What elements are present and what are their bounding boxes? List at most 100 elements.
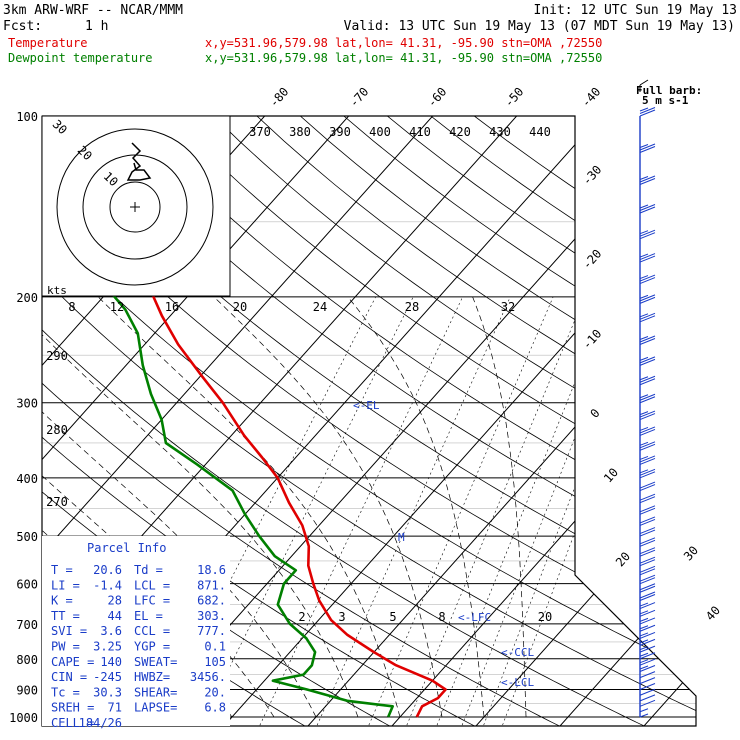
wind-barb — [639, 518, 656, 526]
wind-barb — [639, 602, 649, 607]
wind-barb — [639, 671, 656, 679]
wind-barb — [639, 609, 656, 617]
parcel-info-cell: YGP = — [134, 640, 170, 654]
wind-barb — [639, 646, 649, 651]
wind-barb — [639, 378, 656, 386]
moist-adiabat — [347, 296, 485, 718]
mixing-ratio-line — [481, 296, 648, 726]
isotherm-label: -10 — [580, 327, 605, 352]
mixing-ratio-label: 24 — [313, 300, 327, 314]
pressure-tick-label: 900 — [16, 683, 38, 697]
wind-barb — [639, 577, 656, 585]
wind-barb — [639, 336, 649, 340]
wind-barb — [639, 559, 656, 567]
parcel-info-cell: 3456. — [190, 670, 226, 684]
wind-barb — [639, 294, 649, 299]
wind-barb — [639, 610, 649, 615]
isotherm-label: 40 — [703, 603, 723, 623]
wind-barb — [639, 507, 656, 515]
el-marker: <-EL — [353, 399, 380, 412]
wind-barb — [639, 255, 656, 263]
wind-barb — [639, 585, 656, 593]
parcel-info-cell: 44 — [108, 609, 122, 623]
wind-barb — [639, 229, 656, 237]
wind-barb — [639, 144, 649, 148]
wind-barb — [639, 481, 656, 489]
dry-adiabat — [228, 116, 696, 726]
parcel-info-cell: SWEAT= — [134, 655, 177, 669]
pressure-tick-label: 600 — [16, 578, 38, 592]
wind-barb — [639, 645, 656, 653]
isotherm — [472, 116, 696, 726]
isotherm-label: -40 — [579, 85, 604, 110]
barb-legend: Full barb: 5 m s-1 — [636, 79, 702, 107]
parcel-info-cell: 0.1 — [204, 640, 226, 654]
isotherm-label: -50 — [502, 85, 527, 110]
wind-barb — [639, 296, 656, 304]
wind-barb — [639, 493, 656, 501]
parcel-info-cell: SREH = — [51, 701, 94, 715]
isotherm-label: -80 — [267, 85, 292, 110]
wind-barb — [639, 253, 656, 261]
mixing-ratio-label: 20 — [233, 300, 247, 314]
mixing-ratio-label: 8 — [438, 610, 445, 624]
parcel-info-cell: EL = — [134, 609, 163, 623]
parcel-info-cell: -1.4 — [93, 578, 122, 592]
wind-barb — [639, 537, 656, 545]
wind-barb — [639, 335, 656, 343]
dry-adiabat — [42, 116, 653, 726]
parcel-info-cell: LCL = — [134, 578, 170, 592]
wind-barb — [639, 505, 656, 513]
wind-barb — [639, 455, 649, 460]
wind-barb — [639, 178, 656, 185]
temperature-legend-label: Temperature — [8, 36, 87, 50]
barb-legend-line1: Full barb: — [636, 84, 702, 97]
mixing-ratio-label: 12 — [110, 300, 124, 314]
wind-barb — [639, 617, 656, 625]
isotherm-label: -20 — [580, 247, 605, 272]
level-markers: <-EL M <-LFC <-CCL <-LCL — [353, 399, 534, 689]
isotherm-label: 30 — [681, 543, 701, 563]
wind-barb — [639, 591, 656, 599]
dewpoint-legend-info: x,y=531.96,579.98 lat,lon= 41.31, -95.90… — [205, 51, 602, 65]
parcel-info-cell: CAPE = — [51, 655, 94, 669]
ccl-marker: <-CCL — [501, 646, 534, 659]
wind-barb — [639, 356, 656, 364]
parcel-info-cell: 18.6 — [197, 563, 226, 577]
wind-barb — [639, 568, 656, 576]
wind-barb — [639, 338, 656, 345]
wind-barb — [639, 688, 656, 696]
isotherm-label: 20 — [613, 549, 633, 569]
pressure-tick-label: 300 — [16, 397, 38, 411]
wind-barb — [639, 107, 656, 114]
wind-barb — [639, 639, 649, 644]
wind-barb — [639, 143, 656, 151]
theta-label: 370 — [249, 125, 271, 139]
wind-barb — [639, 694, 656, 702]
parcel-info-cell: LFC = — [134, 594, 170, 608]
mixing-ratio-line — [314, 296, 511, 726]
wind-barb — [639, 665, 649, 670]
parcel-info-cell: 20. — [204, 685, 226, 699]
parcel-info-cell: Td = — [134, 563, 163, 577]
wind-barb — [639, 393, 656, 401]
moist-adiabat — [42, 296, 359, 718]
wind-barb — [639, 658, 656, 666]
dry-adiabat — [143, 116, 696, 726]
wind-barb — [639, 204, 649, 209]
parcel-info-cell: LI = — [51, 578, 80, 592]
wind-barb — [639, 549, 656, 557]
isotherm — [220, 116, 696, 726]
parcel-info-title: Parcel Info — [87, 541, 166, 555]
wind-barb — [639, 426, 656, 434]
dry-adiabat — [186, 116, 696, 726]
wind-barb — [639, 204, 656, 211]
wind-barb — [639, 274, 656, 282]
wind-barb — [639, 638, 656, 646]
theta-label: 400 — [369, 125, 391, 139]
wind-barb — [639, 275, 649, 279]
wind-barb — [639, 565, 656, 573]
theta-label: 390 — [329, 125, 351, 139]
wind-barb — [639, 471, 656, 479]
